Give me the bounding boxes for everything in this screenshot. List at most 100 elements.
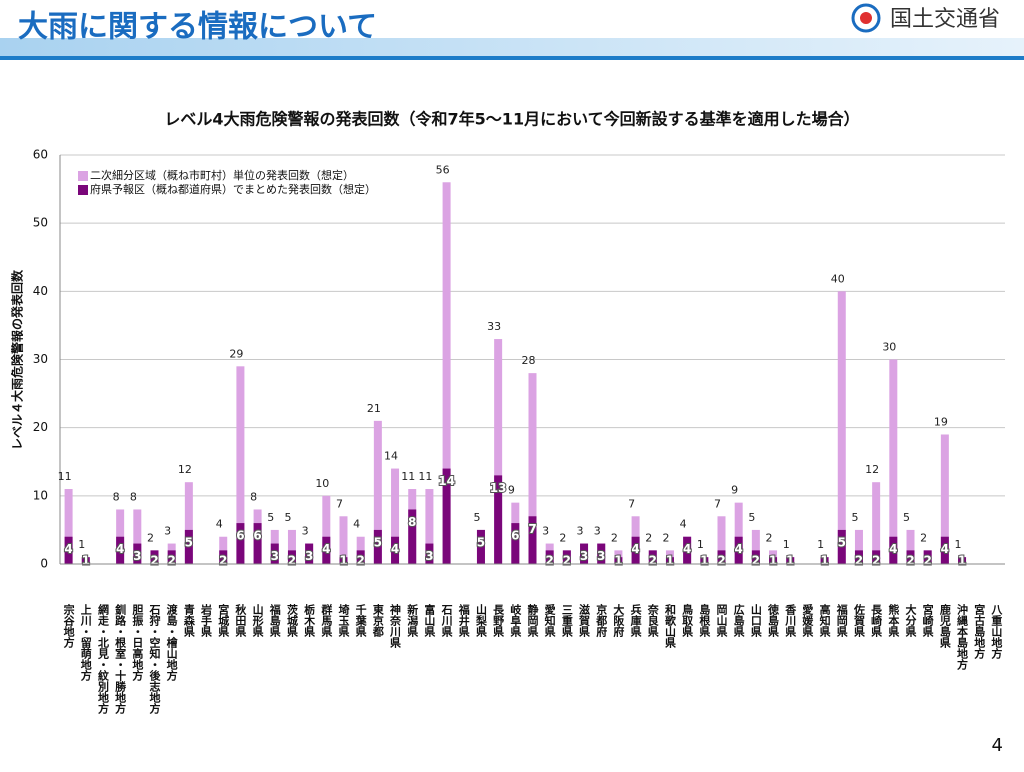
value-label: 19 xyxy=(934,415,948,428)
value-label: 2 xyxy=(357,554,365,568)
x-tick-label: 福岡県 xyxy=(835,603,849,638)
header-title: 大雨に関する情報について xyxy=(18,10,377,45)
bar xyxy=(854,550,863,564)
x-tick-label: 山梨県 xyxy=(474,603,488,638)
header-rule xyxy=(0,56,1024,60)
bar xyxy=(906,550,915,564)
value-label: 1 xyxy=(786,554,794,568)
bar xyxy=(700,557,709,564)
value-label: 4 xyxy=(216,518,223,531)
value-label: 8 xyxy=(130,490,137,503)
legend-label: 二次細分区域（概ね市町村）単位の発表回数（想定） xyxy=(90,168,354,182)
logo-text: 国土交通省 xyxy=(890,7,1000,32)
value-label: 2 xyxy=(662,531,669,544)
value-label: 6 xyxy=(511,529,519,543)
bar xyxy=(287,529,296,564)
value-label: 3 xyxy=(597,549,605,563)
value-label: 1 xyxy=(78,538,85,551)
bar xyxy=(734,502,743,564)
value-label: 2 xyxy=(559,531,566,544)
value-label: 1 xyxy=(820,554,828,568)
bar xyxy=(287,550,296,564)
x-tick-label: 静岡県 xyxy=(526,603,539,638)
value-label: 4 xyxy=(116,542,124,556)
value-label: 5 xyxy=(851,511,858,524)
value-label: 2 xyxy=(563,554,571,568)
value-label: 2 xyxy=(611,531,618,544)
value-label: 6 xyxy=(253,529,261,543)
bar xyxy=(219,550,228,564)
x-tick-label: 和歌山県 xyxy=(663,603,676,649)
value-label: 7 xyxy=(714,497,721,510)
bar xyxy=(133,509,142,564)
value-label: 12 xyxy=(178,463,192,476)
x-tick-label: 東京都 xyxy=(371,603,385,638)
value-label: 12 xyxy=(865,463,879,476)
x-tick-label: 長野県 xyxy=(492,604,505,638)
bar xyxy=(64,536,73,564)
value-label: 11 xyxy=(418,470,432,483)
bar xyxy=(425,489,434,564)
bar xyxy=(889,536,898,564)
x-tick-label: 釧路・根室・十勝地方 xyxy=(114,603,128,715)
value-label: 40 xyxy=(831,272,845,285)
bar xyxy=(717,550,726,564)
value-label: 3 xyxy=(133,549,141,563)
x-tick-label: 島根県 xyxy=(698,603,711,638)
value-label: 2 xyxy=(752,554,760,568)
value-label: 2 xyxy=(546,554,554,568)
bar xyxy=(391,468,400,564)
value-label: 21 xyxy=(367,402,381,415)
y-tick-label: 30 xyxy=(33,352,48,366)
bar xyxy=(391,536,400,564)
x-tick-label: 千葉県 xyxy=(354,603,368,638)
bar xyxy=(872,482,881,564)
y-tick-label: 60 xyxy=(33,148,48,162)
value-label: 8 xyxy=(408,515,416,529)
value-label: 2 xyxy=(906,554,914,568)
value-label: 2 xyxy=(219,554,227,568)
value-label: 5 xyxy=(473,511,480,524)
x-tick-label: 鳥取県 xyxy=(681,603,694,638)
value-label: 10 xyxy=(315,477,329,490)
bar xyxy=(734,536,743,564)
x-tick-label: 群馬県 xyxy=(320,603,334,638)
value-label: 1 xyxy=(700,554,708,568)
value-label: 1 xyxy=(769,554,777,568)
bar xyxy=(665,557,674,564)
y-tick-label: 20 xyxy=(33,420,48,434)
bar xyxy=(236,366,245,564)
bar xyxy=(322,495,331,564)
value-label: 4 xyxy=(322,542,330,556)
value-label: 6 xyxy=(236,529,244,543)
bar xyxy=(717,516,726,564)
value-label: 1 xyxy=(783,538,790,551)
bar xyxy=(305,543,314,564)
bar xyxy=(940,536,949,564)
x-tick-label: 秋田県 xyxy=(234,603,247,638)
value-label: 5 xyxy=(903,511,910,524)
x-tick-label: 沖縄本島地方 xyxy=(956,603,969,671)
value-label: 1 xyxy=(697,538,704,551)
value-label: 1 xyxy=(82,554,90,568)
bar xyxy=(339,516,348,564)
value-label: 1 xyxy=(339,554,347,568)
bar xyxy=(356,550,365,564)
x-tick-label: 大阪府 xyxy=(612,603,625,638)
value-label: 11 xyxy=(401,470,415,483)
x-tick-label: 福島県 xyxy=(268,603,282,638)
bar xyxy=(854,529,863,564)
x-tick-label: 滋賀県 xyxy=(578,603,592,638)
value-label: 3 xyxy=(580,549,588,563)
bar xyxy=(373,420,382,564)
value-label: 4 xyxy=(889,542,897,556)
bar xyxy=(837,291,846,564)
bar xyxy=(373,529,382,564)
x-tick-label: 栃木県 xyxy=(303,603,317,638)
x-tick-label: 宮崎県 xyxy=(921,603,934,638)
bar xyxy=(528,516,537,564)
value-label: 1 xyxy=(614,554,622,568)
bar xyxy=(906,529,915,564)
y-tick-label: 50 xyxy=(33,216,48,230)
value-label: 5 xyxy=(477,535,485,549)
